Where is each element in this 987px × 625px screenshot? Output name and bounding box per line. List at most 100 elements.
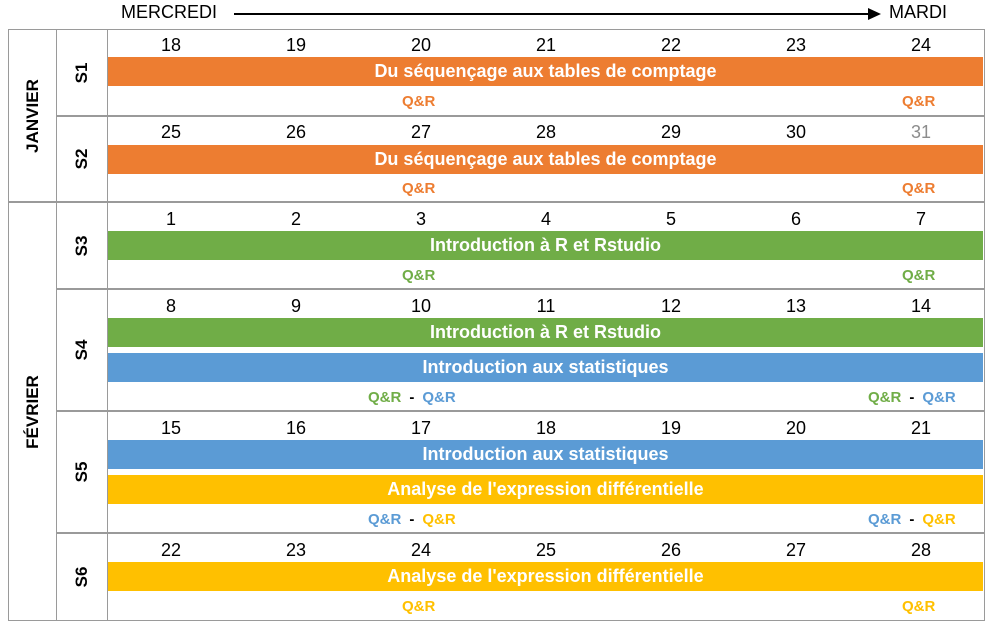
week-label: S4 <box>72 339 91 361</box>
qa-label: Q&R <box>902 93 936 110</box>
header-arrow <box>234 13 876 15</box>
week-label-cell: S1 <box>57 30 108 115</box>
day-number: 24 <box>410 540 432 560</box>
day-number: 15 <box>160 418 182 438</box>
day-number: 7 <box>915 209 926 229</box>
day-number: 11 <box>536 296 556 316</box>
week-label: S2 <box>72 148 91 170</box>
course-bar: Introduction aux statistiques <box>108 353 983 382</box>
week-s6: S6 22 23 24 25 26 27 28 Analyse de l'exp… <box>56 533 985 621</box>
day-number: 28 <box>535 122 557 142</box>
qa-separator: - <box>909 389 915 406</box>
month-fevrier: FÉVRIER <box>8 202 56 621</box>
week-s3: S3 1 2 3 4 5 6 7 Introduction à R et Rst… <box>56 202 985 289</box>
day-number: 26 <box>660 540 682 560</box>
day-number: 20 <box>410 35 432 55</box>
qa-separator: - <box>409 389 415 406</box>
day-number: 10 <box>410 296 432 316</box>
qa-label: Q&R <box>422 389 456 406</box>
week-label-cell: S3 <box>57 203 108 288</box>
course-bar: Du séquençage aux tables de comptage <box>108 145 983 174</box>
course-bar: Analyse de l'expression différentielle <box>108 562 983 591</box>
header-end-label: MARDI <box>889 2 947 22</box>
day-number: 28 <box>910 540 932 560</box>
day-number: 1 <box>165 209 176 229</box>
week-label: S5 <box>72 461 91 483</box>
week-s1: S1 18 19 20 21 22 23 24 Du séquençage au… <box>56 29 985 116</box>
day-number: 30 <box>785 122 807 142</box>
week-label: S1 <box>72 62 91 83</box>
qa-label: Q&R <box>422 511 456 528</box>
day-number: 14 <box>910 296 932 316</box>
qa-group: Q&R - Q&R <box>868 389 956 407</box>
day-number: 4 <box>540 209 551 229</box>
day-number: 3 <box>415 209 426 229</box>
qa-group: Q&R - Q&R <box>368 511 456 529</box>
qa-separator: - <box>909 511 915 528</box>
day-number: 22 <box>160 540 182 560</box>
qa-label: Q&R <box>402 598 436 615</box>
day-number: 22 <box>660 35 682 55</box>
day-number: 9 <box>290 296 301 316</box>
month-label: JANVIER <box>22 78 42 153</box>
qa-label: Q&R <box>902 598 936 615</box>
qa-label: Q&R <box>402 93 436 110</box>
day-number: 25 <box>160 122 182 142</box>
month-janvier: JANVIER <box>8 29 56 202</box>
qa-label: Q&R <box>902 180 936 197</box>
day-number: 21 <box>535 35 557 55</box>
qa-label: Q&R <box>368 389 402 406</box>
day-number: 27 <box>410 122 432 142</box>
course-bar: Introduction à R et Rstudio <box>108 231 983 260</box>
week-label-cell: S4 <box>57 290 108 410</box>
qa-group: Q&R - Q&R <box>868 511 956 529</box>
day-number: 27 <box>785 540 807 560</box>
course-bar: Du séquençage aux tables de comptage <box>108 57 983 86</box>
day-number: 19 <box>285 35 307 55</box>
day-number: 5 <box>665 209 676 229</box>
day-number: 29 <box>660 122 682 142</box>
course-bar: Introduction à R et Rstudio <box>108 318 983 347</box>
day-number: 20 <box>785 418 807 438</box>
day-number: 17 <box>410 418 432 438</box>
day-number: 26 <box>285 122 307 142</box>
qa-label: Q&R <box>402 180 436 197</box>
day-number: 13 <box>785 296 807 316</box>
qa-group: Q&R - Q&R <box>368 389 456 407</box>
course-bar: Analyse de l'expression différentielle <box>108 475 983 504</box>
qa-label: Q&R <box>902 267 936 284</box>
day-number: 24 <box>910 35 932 55</box>
qa-label: Q&R <box>922 511 956 528</box>
week-label-cell: S2 <box>57 117 108 201</box>
qa-label: Q&R <box>368 511 402 528</box>
week-s2: S2 25 26 27 28 29 30 31 Du séquençage au… <box>56 116 985 202</box>
course-bar: Introduction aux statistiques <box>108 440 983 469</box>
qa-separator: - <box>409 511 415 528</box>
month-label: FÉVRIER <box>22 374 42 449</box>
week-label-cell: S6 <box>57 534 108 620</box>
day-number: 16 <box>285 418 307 438</box>
day-number: 25 <box>535 540 557 560</box>
day-number: 19 <box>660 418 682 438</box>
qa-label: Q&R <box>922 389 956 406</box>
day-number: 18 <box>160 35 182 55</box>
header-start-label: MERCREDI <box>121 2 218 22</box>
week-s4: S4 8 9 10 11 12 13 14 Introduction à R e… <box>56 289 985 411</box>
week-label: S3 <box>72 235 91 256</box>
day-number: 8 <box>165 296 176 316</box>
day-number: 21 <box>910 418 932 438</box>
day-number: 18 <box>535 418 557 438</box>
day-number: 12 <box>660 296 682 316</box>
qa-label: Q&R <box>868 511 902 528</box>
header-arrowhead <box>868 7 881 20</box>
day-number: 23 <box>285 540 307 560</box>
day-number: 2 <box>290 209 301 229</box>
week-s5: S5 15 16 17 18 19 20 21 Introduction aux… <box>56 411 985 533</box>
qa-label: Q&R <box>868 389 902 406</box>
day-number: 31 <box>910 122 932 142</box>
week-label: S6 <box>72 566 91 588</box>
week-label-cell: S5 <box>57 412 108 532</box>
day-number: 23 <box>785 35 807 55</box>
day-number: 6 <box>790 209 801 229</box>
qa-label: Q&R <box>402 267 436 284</box>
